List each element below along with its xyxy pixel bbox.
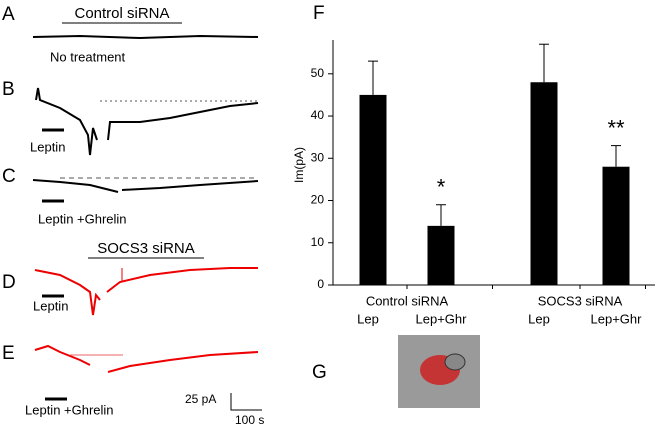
group-label: SOCS3 siRNA — [538, 293, 623, 308]
panel-title: SOCS3 siRNA — [97, 240, 195, 257]
trace — [34, 344, 91, 366]
y-axis-label: Im(pA) — [292, 147, 306, 183]
group-label: Control siRNA — [366, 293, 449, 308]
x-tick-label: Lep — [528, 311, 550, 326]
trace — [107, 102, 259, 141]
note: No treatment — [50, 49, 126, 64]
significance: * — [437, 175, 446, 200]
trace — [106, 267, 258, 293]
panel-label: A — [2, 4, 15, 25]
bar — [427, 225, 455, 285]
cell — [444, 353, 466, 371]
bar — [359, 94, 387, 286]
scale-label: 25 pA — [185, 392, 216, 406]
trace — [35, 87, 98, 156]
trace — [121, 180, 259, 191]
panel-label: F — [313, 3, 325, 24]
stimulus-label: Leptin — [33, 298, 68, 313]
x-tick-label: Lep+Ghr — [591, 311, 643, 326]
y-tick-label: 10 — [311, 235, 325, 249]
panel-label: G — [312, 362, 327, 383]
stimulus-label: Leptin +Ghrelin — [38, 211, 127, 226]
trace — [34, 269, 101, 316]
panel-label: D — [2, 272, 16, 293]
panel-label: B — [2, 79, 15, 100]
stimulus-label: Leptin — [30, 139, 65, 154]
y-tick-label: 40 — [311, 108, 325, 122]
panel-title: Control siRNA — [74, 5, 169, 22]
trace — [107, 351, 259, 373]
panel-label: E — [2, 343, 15, 364]
x-tick-label: Lep+Ghr — [416, 311, 468, 326]
y-tick-label: 20 — [311, 193, 325, 207]
panel-label: C — [2, 166, 16, 187]
bar — [602, 166, 630, 285]
y-tick-label: 0 — [317, 277, 324, 291]
trace — [32, 179, 119, 193]
significance: ** — [607, 115, 625, 140]
stimulus-label: Leptin +Ghrelin — [25, 402, 114, 417]
x-tick-label: Lep — [357, 311, 379, 326]
y-tick-label: 30 — [311, 150, 325, 164]
scale-bar — [230, 393, 262, 411]
scale-label: 100 s — [235, 413, 264, 427]
trace — [32, 34, 259, 40]
bar — [530, 82, 558, 285]
y-tick-label: 50 — [311, 66, 325, 80]
